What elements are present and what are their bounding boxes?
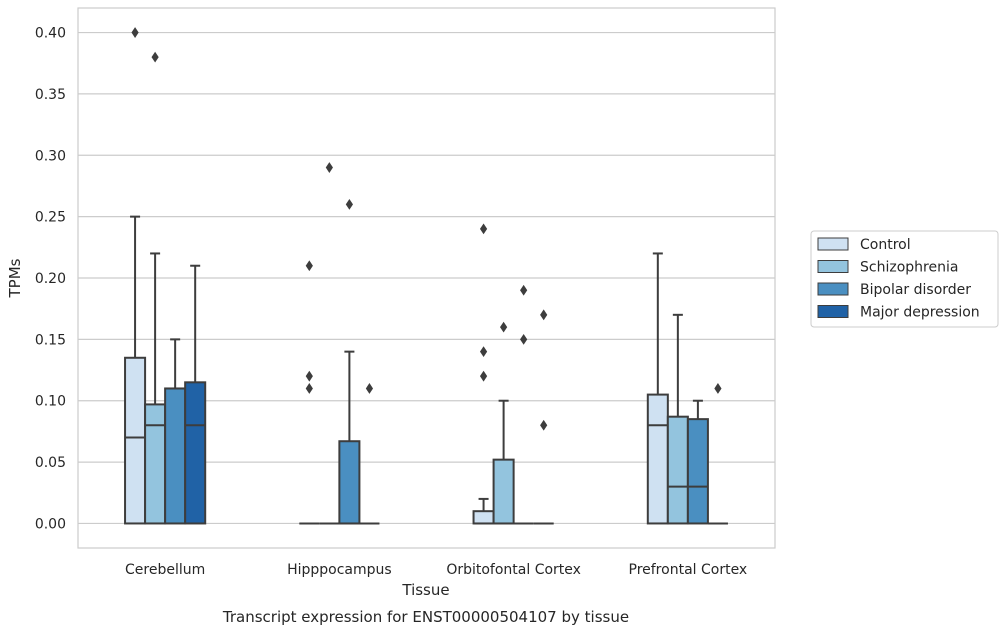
outlier-point: [325, 162, 333, 173]
box: [319, 162, 340, 525]
outlier-point: [540, 419, 548, 431]
box: [164, 338, 187, 525]
legend-label: Schizophrenia: [860, 260, 958, 276]
box: [666, 313, 689, 525]
box: [707, 383, 728, 525]
outlier-point: [479, 370, 488, 382]
y-tick-label: 0.30: [35, 148, 66, 164]
y-tick-label: 0.05: [35, 455, 66, 471]
legend-item: Bipolar disorder: [817, 282, 971, 298]
outlier-point: [305, 260, 313, 272]
outlier-point: [714, 383, 722, 394]
box: [144, 51, 167, 525]
box-body: [492, 458, 515, 525]
box: [338, 198, 361, 525]
outlier-point: [500, 321, 508, 333]
outlier-point: [365, 383, 374, 394]
legend-swatch: [817, 282, 849, 296]
outlier-point: [305, 383, 313, 394]
outlier-point: [479, 223, 488, 235]
box: [299, 260, 320, 525]
box: [533, 309, 554, 525]
y-tick-label: 0.00: [35, 516, 66, 532]
x-tick-label: Hipppocampus: [287, 562, 392, 578]
y-tick-label: 0.15: [35, 332, 66, 348]
legend-label: Major depression: [860, 305, 980, 321]
series-major-depression: [184, 264, 728, 525]
series-bipolar-disorder: [164, 198, 709, 525]
box-body: [472, 510, 495, 525]
box-body: [184, 381, 207, 525]
box-body: [686, 418, 709, 525]
x-axis-ticks: Cerebellum Hipppocampus Orbitofontal Corte…: [125, 562, 747, 578]
box-body: [338, 440, 361, 525]
box-series: [124, 27, 728, 525]
y-tick-label: 0.40: [35, 26, 66, 42]
y-axis-label: TPMs: [6, 258, 24, 298]
chart-caption: Transcript expression for ENST0000050410…: [222, 608, 629, 626]
box: [359, 383, 380, 525]
series-control: [124, 27, 669, 525]
box-body: [164, 387, 187, 525]
box: [472, 223, 495, 525]
legend-frame: [810, 230, 999, 328]
outlier-point: [479, 346, 488, 358]
box: [513, 284, 534, 525]
box: [492, 321, 515, 525]
series-schizophrenia: [144, 51, 689, 525]
x-axis-label: Tissue: [401, 581, 449, 599]
outlier-point: [540, 309, 548, 321]
outlier-point: [520, 333, 528, 345]
legend-swatch: [817, 305, 849, 318]
box-body: [666, 415, 689, 525]
outlier-point: [151, 51, 159, 63]
legend-item: Control: [817, 237, 911, 253]
plot-frame: [77, 7, 776, 549]
outlier-point: [520, 284, 528, 296]
y-tick-label: 0.35: [35, 87, 66, 103]
legend-item: Schizophrenia: [817, 260, 958, 276]
legend-swatch: [817, 260, 849, 273]
legend: Control Schizophrenia Bipolar disorder Majo…: [810, 230, 999, 328]
outlier-point: [131, 27, 139, 38]
y-tick-label: 0.10: [35, 394, 66, 410]
x-tick-label: Prefrontal Cortex: [629, 562, 748, 578]
legend-item: Major depression: [817, 305, 980, 321]
box: [124, 27, 147, 525]
legend-swatch: [817, 237, 849, 251]
box-body: [144, 403, 167, 525]
y-tick-label: 0.20: [35, 271, 66, 287]
box: [184, 264, 207, 525]
x-tick-label: Orbitofontal Cortex: [446, 562, 581, 578]
outlier-point: [305, 370, 313, 382]
outlier-point: [345, 198, 353, 210]
legend-label: Bipolar disorder: [860, 282, 971, 298]
box: [646, 252, 669, 525]
legend-label: Control: [860, 237, 911, 253]
box-body: [646, 393, 669, 525]
box-body: [124, 356, 147, 525]
box: [686, 399, 709, 525]
y-axis-ticks: 0.00 0.05 0.10 0.15 0.20 0.25 0.30 0.35 0.40: [35, 26, 66, 533]
y-tick-label: 0.25: [35, 210, 66, 226]
x-tick-label: Cerebellum: [125, 562, 205, 578]
